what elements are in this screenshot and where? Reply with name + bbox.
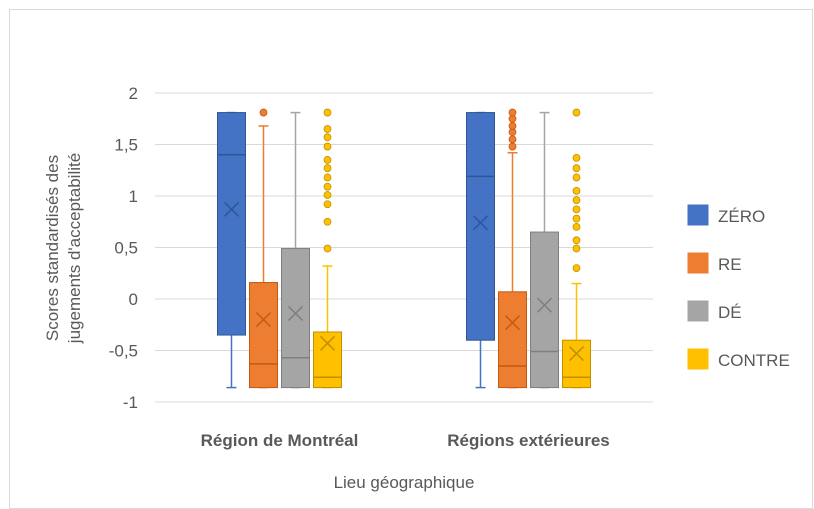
mean-marker bbox=[319, 335, 336, 351]
category-label: Régions extérieures bbox=[447, 431, 610, 450]
outlier-point bbox=[508, 122, 517, 130]
box bbox=[498, 291, 527, 389]
mean-marker bbox=[472, 215, 489, 231]
legend-label: ZÉRO bbox=[718, 207, 765, 226]
outlier-point bbox=[323, 182, 332, 191]
mean-marker bbox=[255, 312, 272, 328]
outlier-point bbox=[572, 164, 581, 173]
legend-label: CONTRE bbox=[718, 351, 790, 370]
mean-marker bbox=[287, 305, 304, 321]
outlier-point bbox=[508, 135, 517, 144]
y-tick-label: 0,5 bbox=[114, 239, 138, 258]
outlier-point bbox=[323, 156, 332, 164]
y-tick-label: -1 bbox=[123, 393, 138, 412]
outlier-point bbox=[572, 173, 581, 182]
y-axis-title: Scores standardisés des jugements d'accep… bbox=[43, 153, 84, 344]
legend-swatch bbox=[687, 252, 709, 274]
outlier-point bbox=[572, 205, 581, 214]
outlier-point bbox=[323, 173, 332, 182]
legend-swatch bbox=[687, 204, 709, 226]
box bbox=[313, 331, 342, 389]
mean-marker bbox=[568, 346, 585, 362]
outlier-point bbox=[259, 108, 268, 117]
box bbox=[249, 282, 278, 389]
legend-swatch bbox=[687, 348, 709, 370]
mean-marker bbox=[223, 201, 240, 217]
outlier-point bbox=[572, 214, 581, 223]
outlier-point bbox=[572, 196, 581, 205]
y-axis-title-line: jugements d'acceptabilité bbox=[65, 153, 84, 344]
box bbox=[562, 339, 591, 389]
outlier-point bbox=[323, 191, 332, 199]
mean-marker bbox=[504, 315, 521, 331]
outlier-point bbox=[323, 164, 332, 173]
legend-swatch bbox=[687, 300, 709, 322]
box bbox=[217, 112, 246, 336]
legend-label: RE bbox=[718, 255, 742, 274]
outlier-point bbox=[323, 244, 332, 253]
outlier-point bbox=[323, 125, 332, 133]
outlier-point bbox=[572, 108, 581, 117]
category-label: Région de Montréal bbox=[201, 431, 359, 450]
outlier-point bbox=[323, 142, 332, 151]
y-axis-title-line: Scores standardisés des bbox=[43, 155, 62, 341]
outlier-point bbox=[323, 217, 332, 226]
outlier-point bbox=[572, 186, 581, 195]
outlier-point bbox=[323, 133, 332, 142]
y-tick-label: 1,5 bbox=[114, 136, 138, 155]
y-tick-label: 0 bbox=[129, 290, 138, 309]
x-axis-title: Lieu géographique bbox=[334, 473, 475, 492]
outlier-point bbox=[572, 153, 581, 162]
box bbox=[281, 248, 310, 389]
outlier-point bbox=[572, 244, 581, 253]
y-tick-label: 2 bbox=[129, 84, 138, 103]
mean-marker bbox=[536, 297, 553, 313]
outlier-point bbox=[323, 200, 332, 209]
y-tick-label: -0,5 bbox=[109, 342, 138, 361]
outlier-point bbox=[508, 142, 517, 151]
box bbox=[530, 231, 559, 389]
outlier-point bbox=[323, 108, 332, 117]
outlier-point bbox=[572, 222, 581, 231]
legend-label: DÉ bbox=[718, 303, 742, 322]
y-tick-label: 1 bbox=[129, 187, 138, 206]
outlier-point bbox=[572, 264, 581, 273]
outlier-point bbox=[572, 236, 581, 245]
box bbox=[466, 112, 495, 341]
outlier-point bbox=[508, 108, 517, 117]
